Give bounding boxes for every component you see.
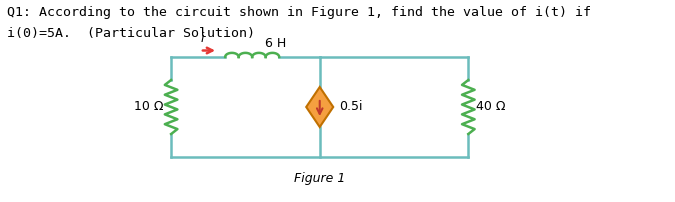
- Text: Q1: According to the circuit shown in Figure 1, find the value of i(t) if: Q1: According to the circuit shown in Fi…: [7, 6, 591, 19]
- Text: 6 H: 6 H: [265, 37, 286, 50]
- Text: i: i: [201, 32, 205, 44]
- Text: Figure 1: Figure 1: [294, 172, 346, 185]
- Text: 0.5i: 0.5i: [340, 101, 363, 114]
- Text: i(0)=5A.  (Particular Solution): i(0)=5A. (Particular Solution): [7, 27, 255, 40]
- Text: 40 Ω: 40 Ω: [475, 101, 505, 114]
- Text: 10 Ω: 10 Ω: [134, 101, 164, 114]
- Polygon shape: [306, 87, 333, 127]
